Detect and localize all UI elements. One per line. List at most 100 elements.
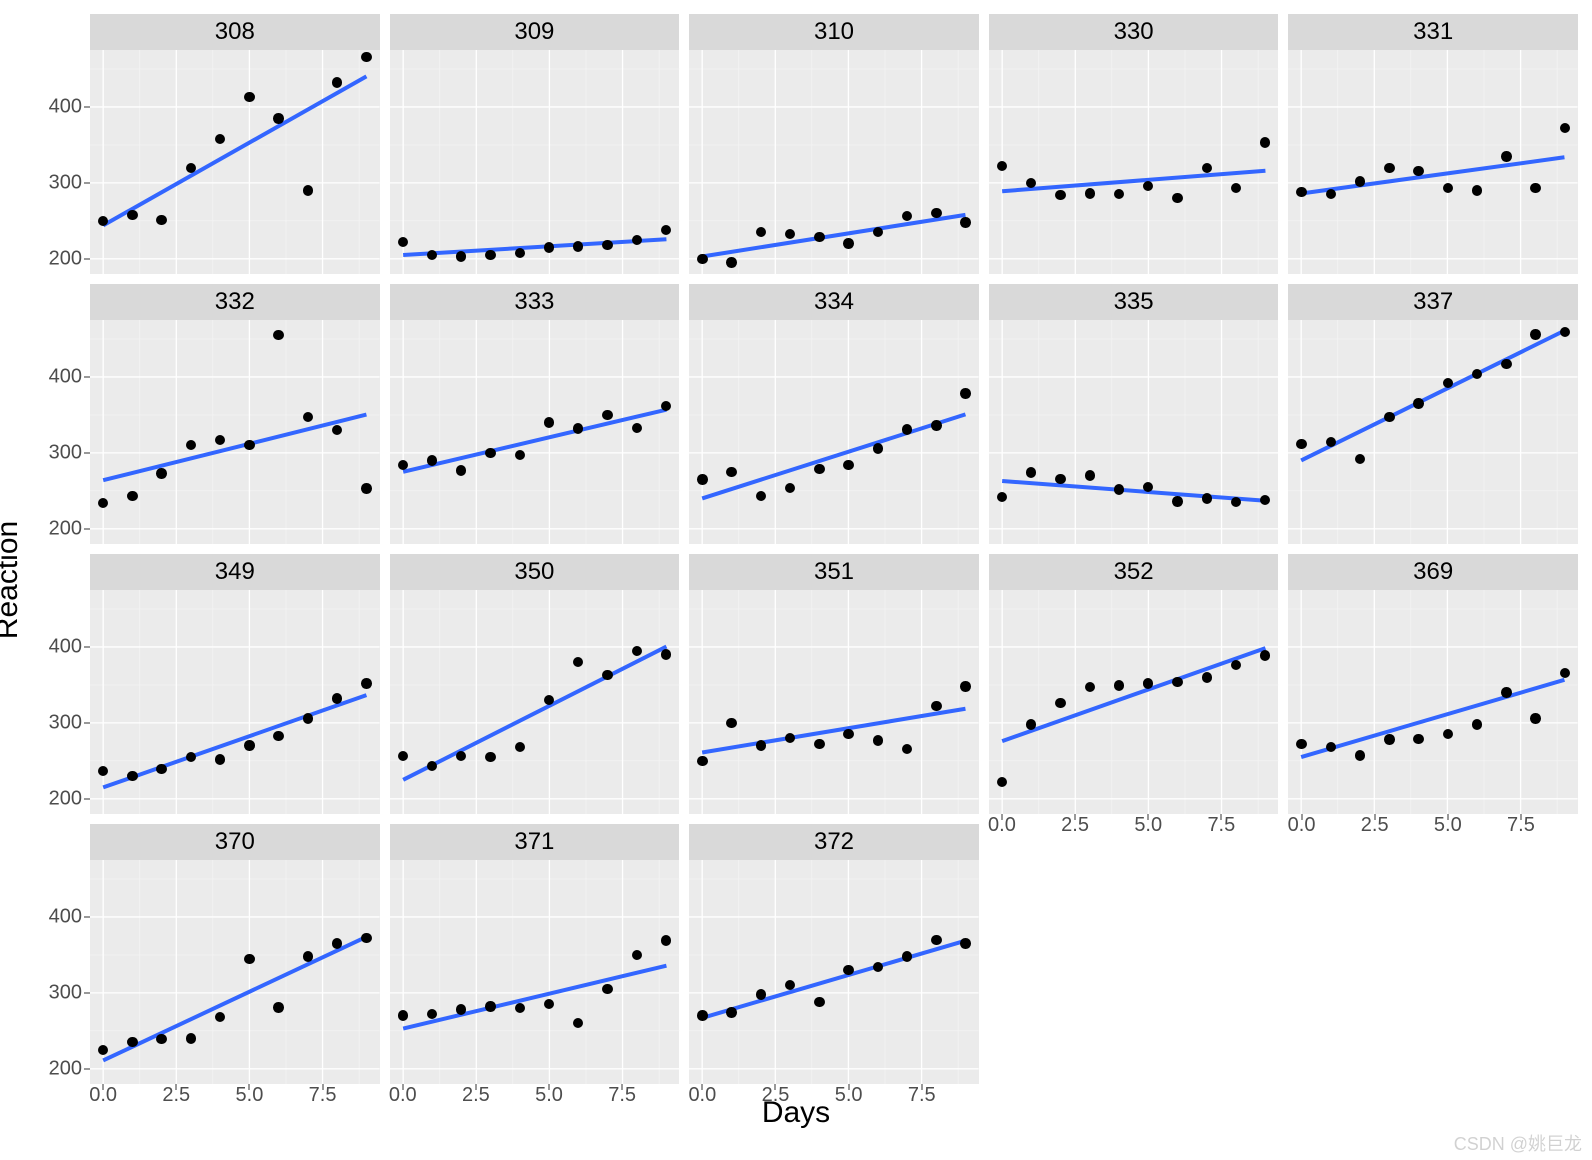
data-point [1202, 493, 1212, 503]
data-point [1172, 496, 1182, 506]
data-point [515, 248, 525, 258]
data-point [485, 752, 495, 762]
facet-panel: 3520.02.55.07.5 [989, 554, 1279, 814]
data-point [602, 410, 612, 420]
data-point [361, 483, 371, 493]
plot-wrap: 2003004000.02.55.07.5 [90, 860, 380, 1084]
data-point [1472, 719, 1482, 729]
plot-area [989, 50, 1279, 274]
plot-wrap: 200300400 [90, 320, 380, 544]
fit-line [103, 415, 366, 481]
data-point [244, 740, 254, 750]
data-point [361, 52, 371, 62]
x-tick-label: 7.5 [309, 1084, 337, 1107]
plot-area [1288, 50, 1578, 274]
fit-line [403, 410, 666, 472]
data-point [1296, 439, 1306, 449]
data-point [303, 713, 313, 723]
plot-area [689, 590, 979, 814]
fit-line [702, 414, 965, 498]
data-point [1296, 187, 1306, 197]
data-point [873, 443, 883, 453]
plot-wrap [390, 590, 680, 814]
data-point [1085, 188, 1095, 198]
data-point [361, 933, 371, 943]
data-point [814, 232, 824, 242]
facet-panel: 351 [689, 554, 979, 814]
data-point [544, 242, 554, 252]
data-point [726, 1007, 736, 1017]
facet-strip-label: 331 [1288, 14, 1578, 50]
x-tick-label: 7.5 [1207, 814, 1235, 837]
plot-wrap: 200300400 [90, 50, 380, 274]
plot-area: 0.02.55.07.5 [689, 860, 979, 1084]
data-point [1114, 484, 1124, 494]
plot-area [989, 320, 1279, 544]
data-point [602, 240, 612, 250]
data-point [931, 701, 941, 711]
facet-panel: 333 [390, 284, 680, 544]
plot-wrap [1288, 320, 1578, 544]
data-point [931, 208, 941, 218]
data-point [960, 217, 970, 227]
x-tick-label: 7.5 [1507, 814, 1535, 837]
data-point [931, 935, 941, 945]
fit-line [103, 76, 366, 225]
x-tick-label: 7.5 [908, 1084, 936, 1107]
panels-grid: 3082003004003093103303313322003004003333… [90, 14, 1578, 1084]
data-point [156, 215, 166, 225]
x-tick-label: 0.0 [988, 814, 1016, 837]
plot-wrap: 0.02.55.07.5 [989, 590, 1279, 814]
facet-panel: 332200300400 [90, 284, 380, 544]
x-tick-label: 2.5 [1061, 814, 1089, 837]
fit-line [1302, 680, 1565, 757]
plot-wrap: 0.02.55.07.5 [1288, 590, 1578, 814]
data-point [697, 254, 707, 264]
x-tick-label: 5.0 [535, 1084, 563, 1107]
data-point [156, 468, 166, 478]
facet-panel: 3720.02.55.07.5 [689, 824, 979, 1084]
data-point [726, 257, 736, 267]
data-point [843, 238, 853, 248]
plot-wrap [1288, 50, 1578, 274]
data-point [303, 951, 313, 961]
facet-strip-label: 309 [390, 14, 680, 50]
data-point [1413, 398, 1423, 408]
watermark: CSDN @姚巨龙 [1454, 1130, 1582, 1156]
data-point [398, 460, 408, 470]
data-point [485, 448, 495, 458]
x-tick-label: 0.0 [688, 1084, 716, 1107]
facet-panel: 330 [989, 14, 1279, 274]
facet-panel: 337 [1288, 284, 1578, 544]
plot-area: 0.02.55.07.5 [989, 590, 1279, 814]
data-point [661, 649, 671, 659]
facet-strip-label: 332 [90, 284, 380, 320]
facet-panel: 334 [689, 284, 979, 544]
facet-strip-label: 352 [989, 554, 1279, 590]
facet-strip-label: 372 [689, 824, 979, 860]
plot-area: 200300400 [90, 320, 380, 544]
data-point [697, 474, 707, 484]
data-point [244, 440, 254, 450]
data-point [1085, 470, 1095, 480]
fit-line [702, 709, 965, 753]
plot-wrap: 200300400 [90, 590, 380, 814]
data-point [1055, 474, 1065, 484]
fit-line [103, 937, 366, 1061]
data-point [1055, 190, 1065, 200]
facet-strip-label: 337 [1288, 284, 1578, 320]
data-point [273, 113, 283, 123]
data-point [1114, 680, 1124, 690]
x-tick-label: 7.5 [608, 1084, 636, 1107]
plot-wrap [989, 320, 1279, 544]
data-point [1413, 166, 1423, 176]
data-point [127, 491, 137, 501]
data-point [1026, 719, 1036, 729]
facet-panel: 3702003004000.02.55.07.5 [90, 824, 380, 1084]
x-tick-label: 2.5 [1361, 814, 1389, 837]
data-point [1530, 713, 1540, 723]
plot-area: 200300400 [90, 590, 380, 814]
data-point [756, 740, 766, 750]
data-point [1560, 668, 1570, 678]
data-point [814, 997, 824, 1007]
